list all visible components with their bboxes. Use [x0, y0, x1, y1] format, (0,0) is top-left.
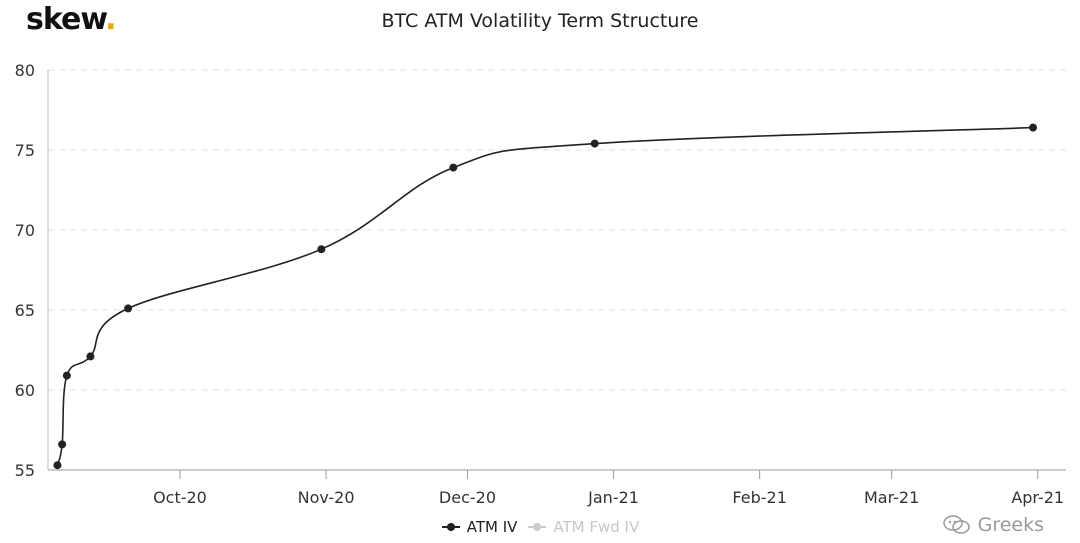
data-point [53, 461, 62, 470]
data-point [62, 371, 71, 380]
legend-marker-atm-fwd-iv [528, 523, 547, 531]
x-tick-label: Nov-20 [298, 488, 355, 507]
x-tick-label: Apr-21 [1011, 488, 1064, 507]
x-tick-label: Oct-20 [153, 488, 207, 507]
x-tick-label: Feb-21 [732, 488, 786, 507]
y-tick-label: 60 [15, 381, 35, 400]
legend: ATM IV ATM Fwd IV [0, 518, 1080, 536]
series-line-0 [56, 126, 1034, 466]
x-tick-label: Jan-21 [587, 488, 639, 507]
y-tick-label: 65 [15, 301, 35, 320]
legend-label-atm-iv: ATM IV [466, 518, 518, 536]
data-point [1029, 123, 1038, 132]
y-tick-label: 75 [15, 141, 35, 160]
x-tick-label: Mar-21 [864, 488, 919, 507]
legend-marker-atm-iv [441, 523, 460, 531]
wechat-icon [942, 515, 970, 534]
data-point [58, 440, 67, 449]
skew-logo: skew. [26, 2, 117, 37]
y-tick-label: 80 [15, 61, 35, 80]
watermark: Greeks [942, 514, 1044, 536]
data-point [86, 352, 95, 361]
y-tick-label: 70 [15, 221, 35, 240]
legend-label-atm-fwd-iv: ATM Fwd IV [553, 518, 640, 536]
watermark-text: Greeks [977, 514, 1044, 536]
x-tick-label: Dec-20 [439, 488, 496, 507]
legend-item-atm-fwd-iv[interactable]: ATM Fwd IV [527, 518, 639, 536]
chart-title: BTC ATM Volatility Term Structure [381, 10, 699, 32]
data-point [317, 245, 326, 254]
legend-item-atm-iv[interactable]: ATM IV [441, 518, 518, 536]
logo-dot: . [105, 2, 116, 37]
data-point [449, 163, 458, 172]
logo-text: skew [26, 2, 106, 37]
y-tick-label: 55 [15, 461, 35, 480]
data-point [124, 304, 133, 313]
data-point [590, 139, 599, 148]
